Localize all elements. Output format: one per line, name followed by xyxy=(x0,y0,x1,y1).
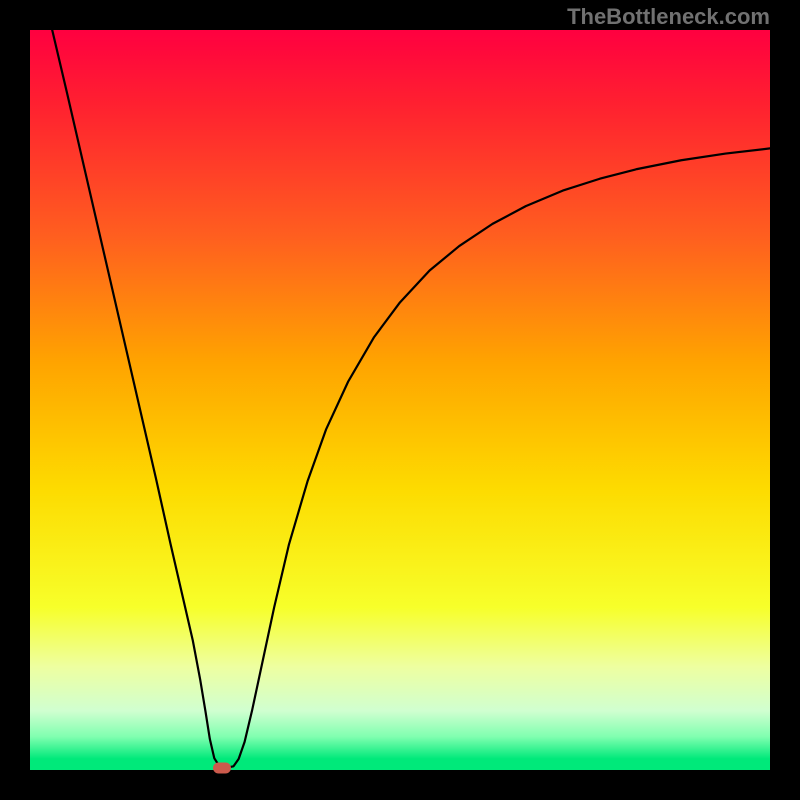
plot-area xyxy=(30,30,770,770)
chart-frame: TheBottleneck.com xyxy=(0,0,800,800)
minimum-marker xyxy=(213,762,231,773)
bottleneck-curve xyxy=(30,30,770,770)
watermark-text: TheBottleneck.com xyxy=(567,4,770,30)
